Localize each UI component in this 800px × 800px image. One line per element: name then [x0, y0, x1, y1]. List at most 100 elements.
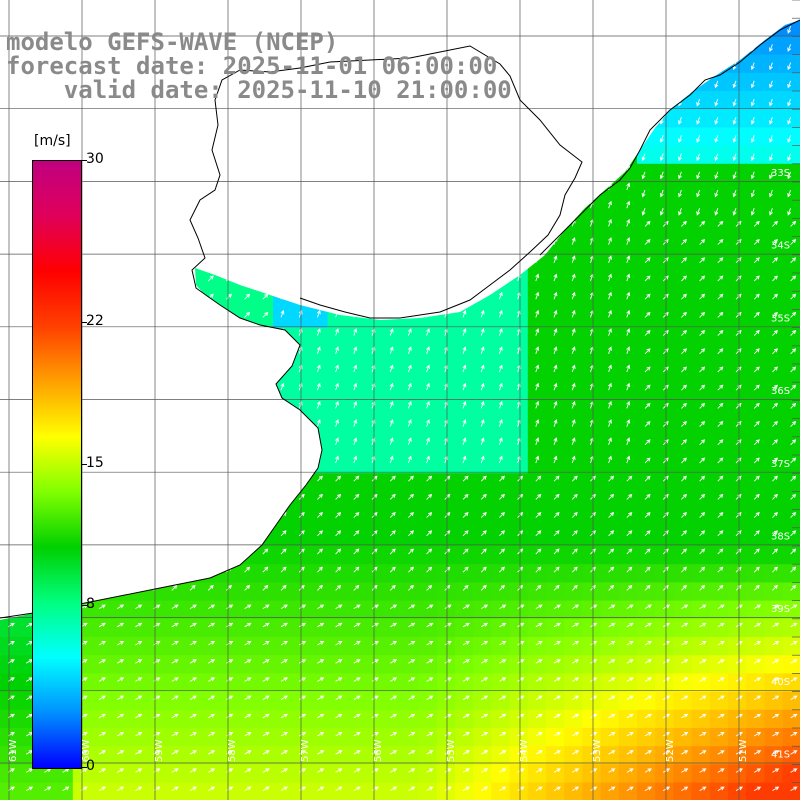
wind-speed-cell	[746, 509, 765, 529]
wind-speed-cell	[91, 382, 110, 401]
wind-speed-cell	[273, 709, 292, 729]
wind-speed-cell	[582, 691, 602, 711]
wind-arrow	[790, 402, 797, 409]
wind-arrow	[535, 695, 543, 700]
wind-arrow	[280, 182, 285, 191]
wind-speed-cell	[564, 254, 583, 274]
wind-speed-cell	[127, 600, 147, 620]
wind-speed-cell	[618, 764, 638, 784]
wind-arrow	[644, 768, 652, 773]
wind-arrow	[316, 364, 321, 373]
wind-arrow	[207, 366, 214, 373]
wind-arrow	[644, 439, 651, 446]
wind-speed-cell	[655, 345, 674, 365]
wind-arrow	[407, 382, 412, 391]
wind-speed-cell	[637, 236, 656, 256]
wind-speed-cell	[436, 637, 456, 656]
wind-speed-cell	[200, 527, 219, 547]
wind-speed-cell	[527, 309, 547, 329]
wind-speed-cell	[236, 564, 256, 583]
wind-arrow	[171, 768, 179, 773]
wind-arrow	[626, 200, 631, 209]
wind-arrow	[426, 255, 430, 263]
wind-arrow	[426, 109, 430, 118]
wind-speed-cell	[527, 200, 547, 219]
wind-arrow	[189, 750, 197, 755]
wind-arrow	[480, 604, 489, 609]
wind-speed-cell	[618, 746, 638, 765]
wind-arrow	[659, 26, 664, 34]
wind-arrow	[790, 257, 797, 264]
wind-speed-cell	[327, 491, 347, 511]
wind-speed-cell	[600, 618, 620, 638]
wind-arrow	[717, 641, 725, 646]
wind-speed-cell	[691, 291, 711, 310]
wind-speed-cell	[455, 673, 474, 693]
wind-arrow	[26, 3, 31, 8]
wind-arrow	[426, 530, 433, 537]
wind-speed-cell	[746, 236, 765, 256]
wind-speed-cell	[564, 509, 583, 529]
wind-arrow	[769, 153, 773, 162]
wind-speed-cell	[309, 145, 329, 165]
wind-speed-cell	[382, 400, 401, 420]
wind-speed-cell	[564, 91, 583, 110]
wind-arrow	[262, 384, 269, 391]
wind-arrow	[699, 713, 707, 719]
wind-arrow	[732, 153, 737, 162]
wind-speed-cell	[655, 273, 674, 292]
wind-speed-cell	[673, 564, 693, 583]
wind-speed-cell	[491, 600, 511, 620]
wind-speed-cell	[327, 655, 347, 674]
wind-speed-cell	[91, 728, 110, 747]
wind-speed-cell	[109, 746, 128, 765]
wind-speed-cell	[200, 345, 219, 365]
wind-arrow	[644, 220, 651, 227]
wind-arrow	[262, 622, 270, 628]
wind-arrow	[608, 146, 612, 154]
wind-speed-cell	[436, 782, 456, 800]
wind-speed-cell	[546, 436, 565, 456]
wind-arrow	[80, 111, 87, 118]
wind-arrow	[408, 768, 416, 773]
wind-arrow	[262, 439, 269, 446]
wind-arrow	[116, 275, 123, 282]
wind-arrow	[280, 127, 285, 136]
wind-speed-cell	[400, 327, 420, 347]
wind-arrow	[353, 512, 360, 518]
wind-speed-cell	[509, 546, 529, 565]
wind-arrow	[790, 512, 797, 518]
wind-speed-cell	[163, 127, 183, 147]
wind-arrow	[207, 402, 214, 409]
wind-arrow	[426, 382, 430, 391]
wind-arrow	[499, 1, 502, 8]
wind-speed-cell	[455, 655, 474, 674]
wind-arrow	[750, 117, 755, 125]
wind-arrow	[681, 257, 687, 264]
wind-arrow	[641, 44, 646, 52]
wind-arrow	[772, 641, 780, 646]
wind-arrow	[444, 622, 452, 628]
wind-speed-cell	[418, 455, 438, 474]
wind-arrow	[426, 1, 429, 8]
wind-arrow	[98, 348, 105, 355]
wind-arrow	[207, 475, 214, 482]
wind-arrow	[98, 111, 105, 118]
wind-arrow	[444, 695, 452, 700]
wind-speed-cell	[163, 309, 183, 329]
wind-speed-cell	[764, 236, 784, 256]
wind-arrow	[98, 257, 105, 264]
wind-speed-cell	[273, 291, 292, 310]
wind-arrow	[226, 548, 232, 555]
wind-speed-cell	[254, 400, 274, 420]
wind-arrow	[750, 98, 755, 107]
wind-speed-cell	[546, 364, 565, 383]
wind-speed-cell	[546, 273, 565, 292]
wind-speed-cell	[0, 345, 19, 365]
wind-speed-cell	[127, 728, 147, 747]
wind-speed-cell	[709, 163, 729, 183]
wind-speed-cell	[655, 109, 674, 128]
wind-arrow	[317, 786, 325, 791]
wind-arrow	[244, 384, 251, 391]
wind-arrow	[153, 695, 161, 700]
